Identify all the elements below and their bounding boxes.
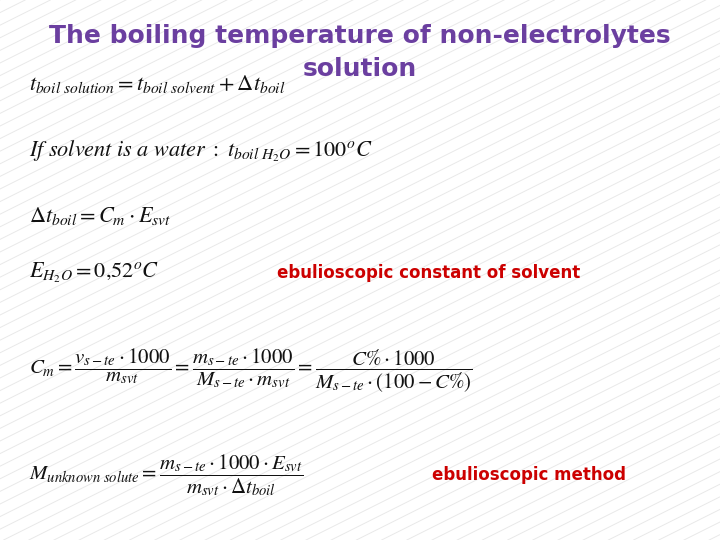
Text: ebulioscopic method: ebulioscopic method	[432, 466, 626, 484]
Text: The boiling temperature of non-electrolytes: The boiling temperature of non-electroly…	[49, 24, 671, 48]
Text: $t_{boil\ solution} = t_{boil\ solvent} + \Delta t_{boil}$: $t_{boil\ solution} = t_{boil\ solvent} …	[29, 73, 285, 94]
Text: $M_{unknown\ solute} = \dfrac{m_{s-te} \cdot 1000 \cdot E_{svt}}{m_{svt} \cdot \: $M_{unknown\ solute} = \dfrac{m_{s-te} \…	[29, 452, 303, 498]
Text: $C_m = \dfrac{v_{s-te} \cdot 1000}{m_{svt}} = \dfrac{m_{s-te} \cdot 1000}{M_{s-t: $C_m = \dfrac{v_{s-te} \cdot 1000}{m_{sv…	[29, 346, 473, 394]
Text: $\mathit{If\ solvent\ is\ a\ water\ :}\ t_{boil\ H_2O} = 100^{o}C$: $\mathit{If\ solvent\ is\ a\ water\ :}\ …	[29, 139, 372, 164]
Text: $\Delta t_{boil} = C_m \cdot E_{svt}$: $\Delta t_{boil} = C_m \cdot E_{svt}$	[29, 205, 171, 227]
Text: ebulioscopic constant of solvent: ebulioscopic constant of solvent	[277, 264, 580, 282]
Text: $E_{H_2O} = 0{,}52^{o}C$: $E_{H_2O} = 0{,}52^{o}C$	[29, 261, 159, 285]
Text: solution: solution	[303, 57, 417, 80]
